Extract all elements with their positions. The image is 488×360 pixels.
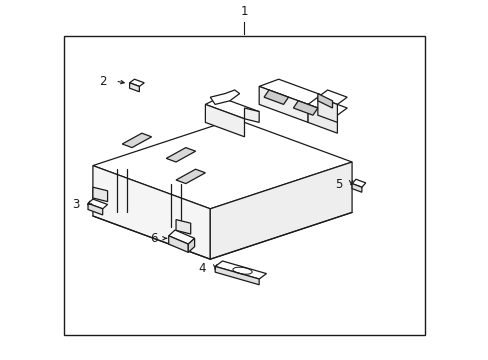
Polygon shape <box>93 166 210 259</box>
Text: 1: 1 <box>240 5 248 18</box>
Text: 6: 6 <box>150 232 157 245</box>
Polygon shape <box>215 261 266 279</box>
Polygon shape <box>93 119 351 209</box>
Polygon shape <box>215 266 259 285</box>
Polygon shape <box>205 97 259 119</box>
Polygon shape <box>351 179 365 187</box>
Polygon shape <box>93 187 107 202</box>
Polygon shape <box>176 220 190 234</box>
Polygon shape <box>129 83 139 92</box>
Bar <box>63 36 425 335</box>
Polygon shape <box>307 104 337 133</box>
Polygon shape <box>307 97 346 115</box>
Polygon shape <box>317 94 332 108</box>
Polygon shape <box>88 199 107 209</box>
Polygon shape <box>351 184 361 192</box>
Text: 4: 4 <box>199 262 206 275</box>
Polygon shape <box>264 90 288 104</box>
Text: 3: 3 <box>72 198 79 211</box>
Polygon shape <box>317 97 337 122</box>
Polygon shape <box>176 169 205 184</box>
Polygon shape <box>168 236 188 252</box>
Text: 2: 2 <box>99 75 106 87</box>
Polygon shape <box>88 203 102 215</box>
Polygon shape <box>168 230 194 244</box>
Polygon shape <box>166 148 195 162</box>
Polygon shape <box>293 101 317 115</box>
Polygon shape <box>244 108 259 122</box>
Polygon shape <box>317 90 346 104</box>
Polygon shape <box>129 79 144 86</box>
Polygon shape <box>259 79 327 104</box>
Polygon shape <box>122 133 151 148</box>
Polygon shape <box>259 86 307 122</box>
Polygon shape <box>205 104 244 137</box>
Polygon shape <box>188 238 194 252</box>
Polygon shape <box>210 90 239 104</box>
Text: 5: 5 <box>334 178 342 191</box>
Polygon shape <box>210 162 351 259</box>
